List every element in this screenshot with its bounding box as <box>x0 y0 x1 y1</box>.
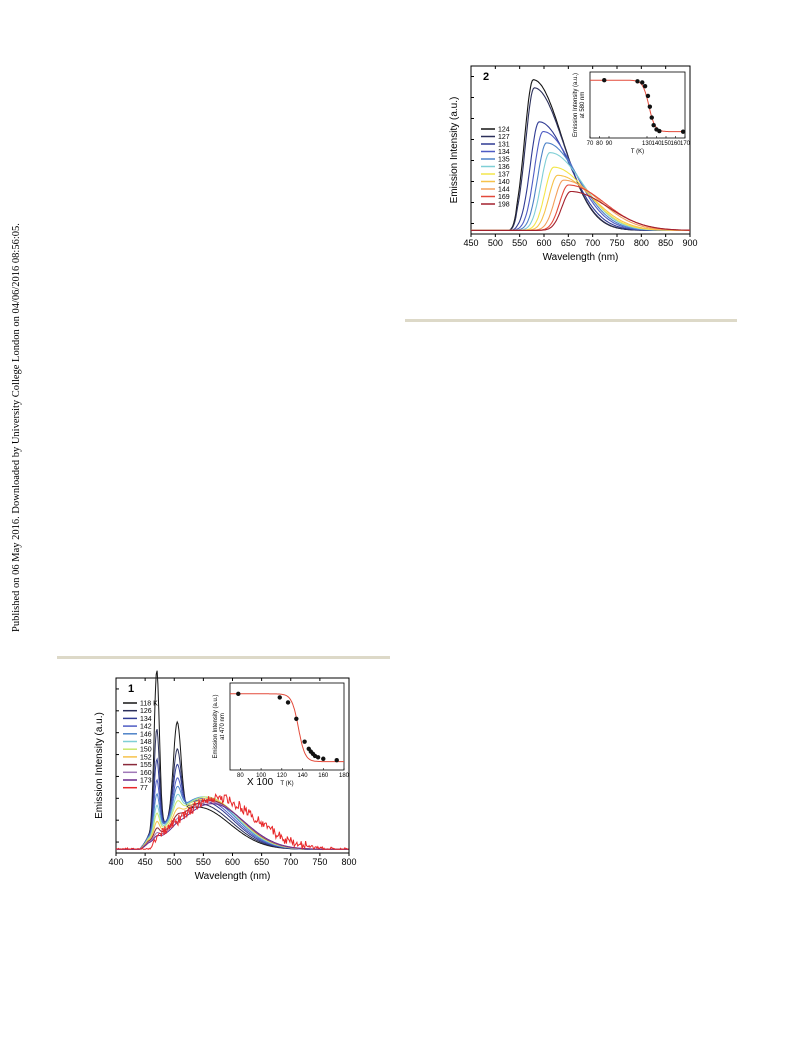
x-tick-label-400: 400 <box>108 857 123 867</box>
inset-data-point-11 <box>334 757 339 763</box>
inset-x-tick-label-70: 70 <box>587 141 594 147</box>
inset-x-tick-label-180: 180 <box>339 773 350 779</box>
legend-entry-198: 198 <box>498 202 510 209</box>
legend-entry-131: 131 <box>498 142 510 149</box>
inset-x-label-1: T (K) <box>280 781 293 787</box>
left-rule <box>57 656 390 659</box>
legend-entry-137: 137 <box>498 172 510 179</box>
inset-data-point-9 <box>657 128 662 134</box>
inset-data-point-2 <box>640 80 645 85</box>
legend-entry-160: 160 <box>140 770 152 777</box>
inset-x-tick-label-160: 160 <box>670 141 681 147</box>
x-tick-label-600: 600 <box>225 857 240 867</box>
inset-x-tick-label-90: 90 <box>606 141 613 147</box>
legend-entry-135: 135 <box>498 157 510 164</box>
inset-y-label-line1-2: Emission Intensity (a.u.) <box>573 73 579 137</box>
legend-entry-127: 127 <box>498 134 510 141</box>
inset-data-point-3 <box>294 716 299 722</box>
x-tick-label-750: 750 <box>609 238 624 248</box>
x-axis-label-1: Wavelength (nm) <box>195 871 271 882</box>
x-tick-label-700: 700 <box>585 238 600 248</box>
inset-data-point-4 <box>302 739 307 744</box>
x-tick-label-500: 500 <box>167 857 182 867</box>
series-line-77 <box>115 793 349 851</box>
inset-data-point-6 <box>649 115 654 120</box>
inset-y-label-line2-1: at 470 nm <box>220 713 226 740</box>
top-right-rule <box>405 319 737 322</box>
plot-frame-2 <box>470 65 691 235</box>
legend-entry-136: 136 <box>498 164 510 171</box>
inset-x-tick-label-140: 140 <box>298 773 309 779</box>
x-tick-label-650: 650 <box>561 238 576 248</box>
legend-entry-144: 144 <box>498 187 510 194</box>
inset-frame-1 <box>229 682 345 771</box>
inset-data-point-1 <box>635 79 640 84</box>
inset-x-tick-label-120: 120 <box>277 773 288 779</box>
legend-entry-148: 148 <box>140 739 152 746</box>
legend-entry-124: 124 <box>498 127 510 134</box>
inset-x-tick-label-130: 130 <box>642 141 653 147</box>
x-tick-label-550: 550 <box>512 238 527 248</box>
legend-entry-118-K: 118 K <box>140 701 158 708</box>
inset-x-tick-label-80: 80 <box>237 773 244 779</box>
x-tick-label-800: 800 <box>634 238 649 248</box>
legend-entry-173: 173 <box>140 778 152 785</box>
x-tick-label-450: 450 <box>138 857 153 867</box>
inset-data-point-10 <box>321 756 326 761</box>
legend-entry-155: 155 <box>140 762 152 769</box>
inset-y-label-line2-2: at 580 nm <box>580 92 586 119</box>
inset-x-tick-label-170: 170 <box>680 141 691 147</box>
inset-x-tick-label-100: 100 <box>256 773 267 779</box>
x-tick-label-500: 500 <box>488 238 503 248</box>
legend-entry-142: 142 <box>140 724 152 731</box>
inset-x-tick-label-150: 150 <box>661 141 672 147</box>
panel-label-1: 1 <box>128 683 134 695</box>
legend-entry-126: 126 <box>140 708 152 715</box>
legend-entry-134: 134 <box>140 716 152 723</box>
legend-entry-146: 146 <box>140 731 152 738</box>
legend-entry-134: 134 <box>498 149 510 156</box>
x-tick-label-850: 850 <box>658 238 673 248</box>
x-tick-label-700: 700 <box>283 857 298 867</box>
x-tick-label-550: 550 <box>196 857 211 867</box>
x-tick-label-650: 650 <box>254 857 269 867</box>
inset-data-point-0 <box>236 691 241 697</box>
legend-entry-77: 77 <box>140 785 148 792</box>
x-tick-label-450: 450 <box>463 238 478 248</box>
inset-data-point-10 <box>680 129 686 134</box>
inset-data-point-9 <box>315 755 321 760</box>
x-tick-label-800: 800 <box>341 857 356 867</box>
x-tick-label-600: 600 <box>536 238 551 248</box>
inset-data-point-2 <box>285 700 291 705</box>
y-axis-label-2: Emission Intensity (a.u.) <box>449 97 460 204</box>
series-line-198 <box>471 190 690 231</box>
series-line-173 <box>116 803 349 850</box>
inset-x-tick-label-160: 160 <box>318 773 329 779</box>
annotation-x100: X 100 <box>247 777 274 788</box>
inset-data-point-3 <box>642 83 648 89</box>
inset-x-tick-label-140: 140 <box>651 141 662 147</box>
inset-data-point-1 <box>277 695 282 700</box>
inset-fit-curve-1 <box>230 693 344 763</box>
panel-label-2: 2 <box>483 71 489 83</box>
legend-entry-150: 150 <box>140 747 152 754</box>
y-axis-label-1: Emission Intensity (a.u.) <box>94 712 105 819</box>
inset-x-tick-label-80: 80 <box>596 141 603 147</box>
inset-data-point-5 <box>647 104 653 109</box>
inset-y-label-line1-1: Emission Intensity (a.u.) <box>213 694 219 758</box>
legend-entry-140: 140 <box>498 179 510 186</box>
legend-entry-169: 169 <box>498 194 510 201</box>
inset-data-point-7 <box>651 122 656 128</box>
inset-x-label-2: T (K) <box>631 149 644 155</box>
inset-data-point-4 <box>645 93 651 99</box>
x-tick-label-750: 750 <box>312 857 327 867</box>
inset-data-point-0 <box>602 78 607 83</box>
x-axis-label-2: Wavelength (nm) <box>543 252 619 263</box>
legend-entry-152: 152 <box>140 754 152 761</box>
x-tick-label-900: 900 <box>682 238 697 248</box>
